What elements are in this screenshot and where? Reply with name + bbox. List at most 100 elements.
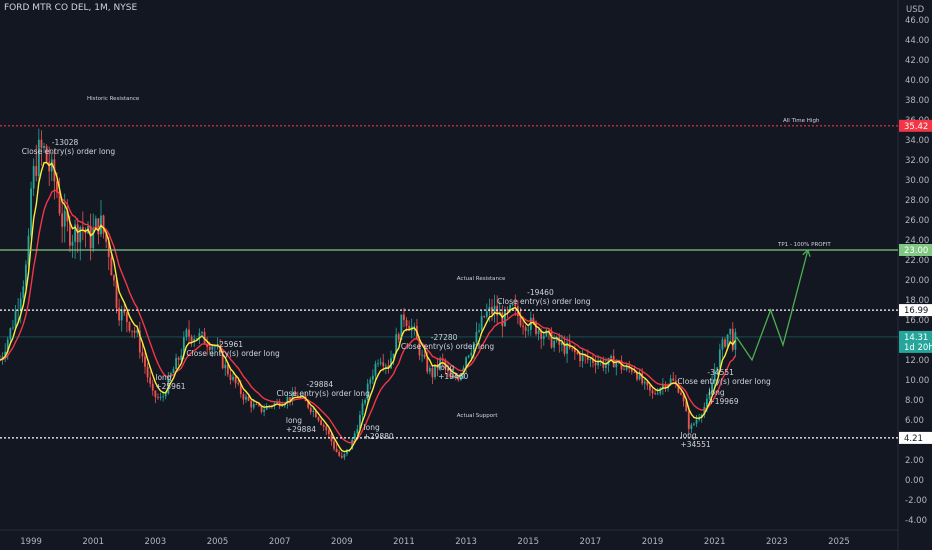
price-levels: 35.42 All Time High 23.00 TP1 - 100% PROFIT… (0, 118, 932, 444)
candle-body (296, 395, 299, 397)
candle-body (286, 397, 289, 404)
candle-body (371, 375, 374, 380)
candle-body (674, 380, 677, 384)
candle-body (382, 362, 385, 367)
candle-body (211, 346, 214, 350)
y-tick-label: 12.00 (905, 356, 929, 366)
candle-body (45, 146, 48, 162)
candle-body (314, 410, 317, 418)
trade-annotation-text: -19460 (527, 288, 554, 297)
candle-body (716, 367, 719, 371)
candle-body (524, 327, 527, 331)
candle-body (529, 317, 532, 331)
candle-body (392, 353, 395, 359)
candle-body (81, 227, 84, 230)
trade-annotation-text: +19969 (708, 397, 738, 406)
trade-annotation-text: long (364, 423, 380, 432)
candle-body (291, 392, 294, 401)
candle-body (537, 330, 540, 334)
candle-body (169, 372, 172, 377)
candle-body (571, 347, 574, 349)
candle-body (195, 338, 198, 340)
candle-body (19, 298, 22, 311)
zone-label: Actual Support (457, 413, 499, 419)
candle-body (234, 376, 237, 384)
y-tick-label: 18.00 (905, 296, 929, 306)
candle-body (726, 334, 729, 347)
candle-body (172, 369, 175, 373)
candle-body (703, 406, 706, 415)
candle-body (708, 392, 711, 399)
candle-body (540, 330, 543, 339)
candle-body (43, 146, 45, 148)
candle-body (37, 139, 40, 176)
candle-body (454, 375, 457, 378)
projection-arrowhead (802, 248, 811, 257)
candle-body (493, 305, 496, 314)
candle-body (216, 346, 219, 347)
trade-annotation-text: long (438, 363, 454, 372)
candle-body (636, 371, 638, 380)
projection-line (735, 249, 809, 362)
candle-body (32, 166, 35, 189)
tp1-label: TP1 - 100% PROFIT (777, 242, 831, 248)
x-tick-label: 2023 (766, 537, 788, 547)
candle-body (307, 401, 310, 408)
y-tick-label: 30.00 (905, 176, 929, 186)
candle-body (309, 407, 312, 413)
candle-body (685, 401, 688, 412)
candle-body (224, 364, 227, 369)
candle-body (35, 166, 38, 176)
candle-body (351, 439, 354, 450)
candle-body (12, 327, 14, 329)
candle-body (470, 352, 473, 356)
candle-body (555, 337, 558, 342)
candle-body (30, 188, 32, 236)
symbol-name: FORD MTR CO DEL (4, 3, 89, 13)
x-tick-label: 2025 (828, 537, 850, 547)
candle-body (485, 311, 488, 317)
candle-body (452, 375, 455, 378)
y-tick-label: 38.00 (905, 96, 929, 106)
candle-body (677, 383, 680, 393)
candle-body (6, 339, 9, 352)
candle-body (123, 309, 126, 313)
candle-body (467, 355, 470, 358)
y-tick-label: -2.00 (905, 496, 927, 506)
candle-body (633, 371, 636, 373)
candle-body (511, 304, 514, 306)
candle-body (226, 364, 229, 375)
trade-annotation-text: Close entry(s) order long (22, 147, 116, 156)
candle-body (573, 348, 576, 353)
trade-annotation-text: -13028 (52, 138, 79, 147)
candle-body (322, 424, 325, 427)
trade-annotation-text: -25961 (216, 340, 243, 349)
x-tick-label: 2001 (82, 537, 104, 547)
candle-body (400, 314, 403, 340)
candle-body (162, 396, 165, 398)
candle-body (491, 307, 493, 314)
candle-body (14, 310, 17, 328)
candle-body (206, 344, 209, 347)
candle-body (9, 328, 12, 340)
candle-body (656, 393, 659, 395)
candle-body (465, 357, 467, 368)
candle-body (421, 354, 423, 356)
candle-body (457, 377, 460, 380)
candle-body (413, 325, 416, 327)
candle-body (361, 403, 364, 415)
candle-body (250, 400, 253, 408)
trade-annotation-text: long (155, 373, 171, 382)
trade-annotation-text: Close entry(s) order long (497, 297, 591, 306)
candle-body (718, 349, 721, 368)
candle-body (705, 398, 708, 407)
candle-body (335, 448, 338, 452)
trade-annotation-text: -29884 (307, 380, 334, 389)
candle-body (423, 354, 426, 358)
actual-support-price-label: 4.21 (904, 434, 923, 444)
actual-resistance-price-label: 16.99 (904, 306, 928, 316)
candle-body (483, 316, 486, 317)
candle-body (545, 330, 548, 336)
candle-body (294, 392, 297, 396)
